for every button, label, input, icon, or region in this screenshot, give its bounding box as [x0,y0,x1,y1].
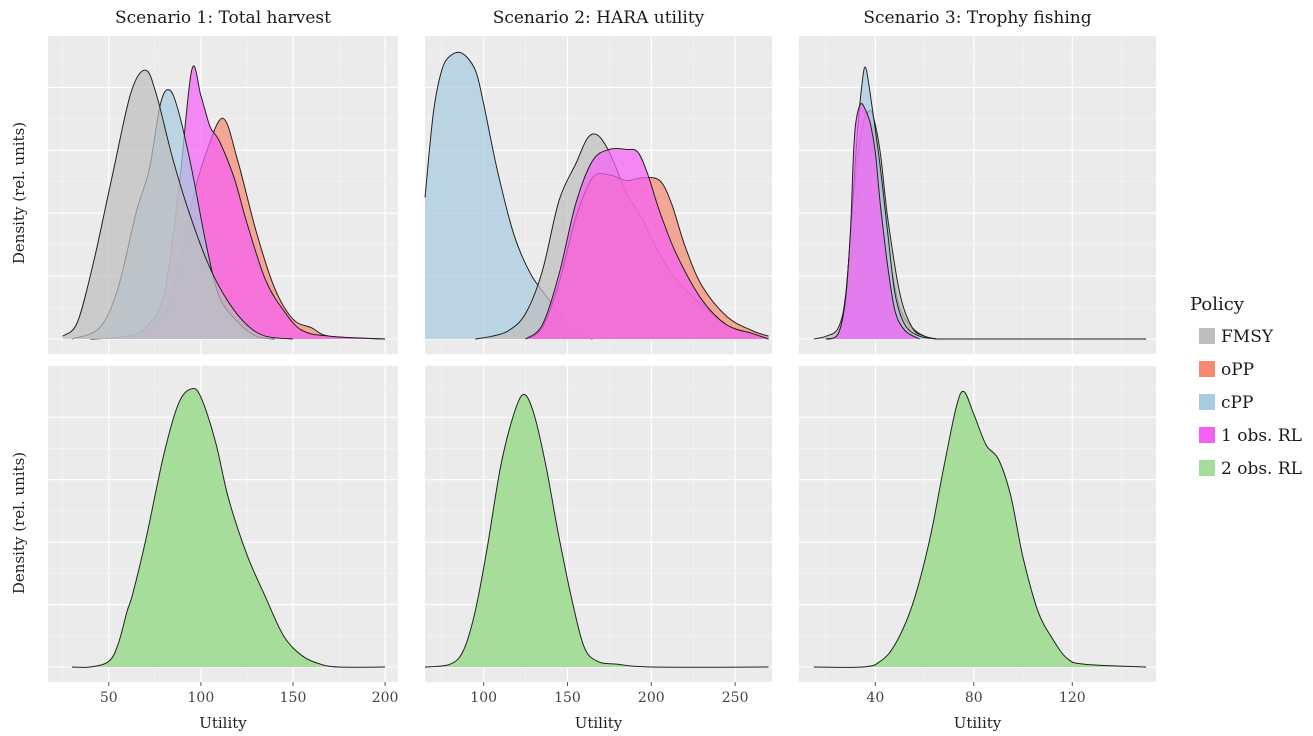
density-line-rl2 [71,387,386,668]
x-tick-label: 200 [372,690,399,706]
x-tick-label: 150 [280,690,307,706]
density-line-rl1 [525,147,769,340]
legend-item-rl1: 1 obs. RL [1199,426,1302,446]
density-layer [813,390,1147,668]
legend-label: FMSY [1221,327,1274,347]
density-area-fmsy [62,70,294,339]
density-layer [424,51,769,340]
axis-labels: Density (rel. units) Density (rel. units… [10,122,28,594]
legend-swatch [1199,394,1215,410]
legend-label: cPP [1221,393,1253,413]
legend-swatch [1199,427,1215,443]
x-tick-label: 50 [100,690,118,706]
x-tick-label: 120 [1059,690,1086,706]
density-layer [62,65,386,340]
legend-swatch [1199,328,1215,344]
facet-title: Scenario 2: HARA utility [493,8,705,28]
density-area-cpp [425,52,593,339]
density-line-rl1 [825,103,920,340]
x-axis-label: Utility [954,714,1002,732]
x-tick-label: 40 [866,690,884,706]
legend-item-fmsy: FMSY [1199,327,1274,347]
legend-label: 2 obs. RL [1221,459,1302,479]
legend: Policy FMSY oPP cPP 1 obs. RL 2 obs. RL [1190,294,1302,479]
density-layer [813,66,1147,340]
x-tick-label: 250 [722,690,749,706]
density-line-rl2 [424,393,769,668]
facet-title: Scenario 1: Total harvest [115,8,331,28]
panel-layer [48,36,1156,682]
legend-label: 1 obs. RL [1221,426,1302,446]
x-tick-label: 200 [638,690,665,706]
y-axis-label-bottom: Density (rel. units) [10,452,28,594]
x-axis-label: Utility [575,714,623,732]
x-tick-label: 100 [470,690,497,706]
density-area-rl1 [90,65,386,339]
column-titles: Scenario 1: Total harvest 50 100 150 200 Util… [100,8,1092,732]
x-tick-label: 150 [554,690,581,706]
density-area-rl2 [71,388,386,668]
density-line-rl2 [813,390,1147,668]
density-area-rl1 [525,148,769,339]
legend-swatch [1199,460,1215,476]
legend-title: Policy [1190,294,1245,315]
legend-label: oPP [1221,360,1254,380]
y-axis-label-top: Density (rel. units) [10,122,28,264]
x-axis-label: Utility [199,714,247,732]
facet-title: Scenario 3: Trophy fishing [863,8,1091,28]
density-area-rl2 [425,394,769,668]
x-tick-label: 80 [965,690,983,706]
legend-item-cpp: cPP [1199,393,1253,413]
density-layer [424,393,769,668]
density-line-fmsy [62,69,294,340]
x-tick-label: 100 [188,690,215,706]
legend-item-opp: oPP [1199,360,1254,380]
density-layer [71,387,386,668]
legend-swatch [1199,361,1215,377]
density-area-rl1 [826,103,920,339]
legend-item-rl2: 2 obs. RL [1199,459,1302,479]
density-area-rl2 [813,391,1147,668]
